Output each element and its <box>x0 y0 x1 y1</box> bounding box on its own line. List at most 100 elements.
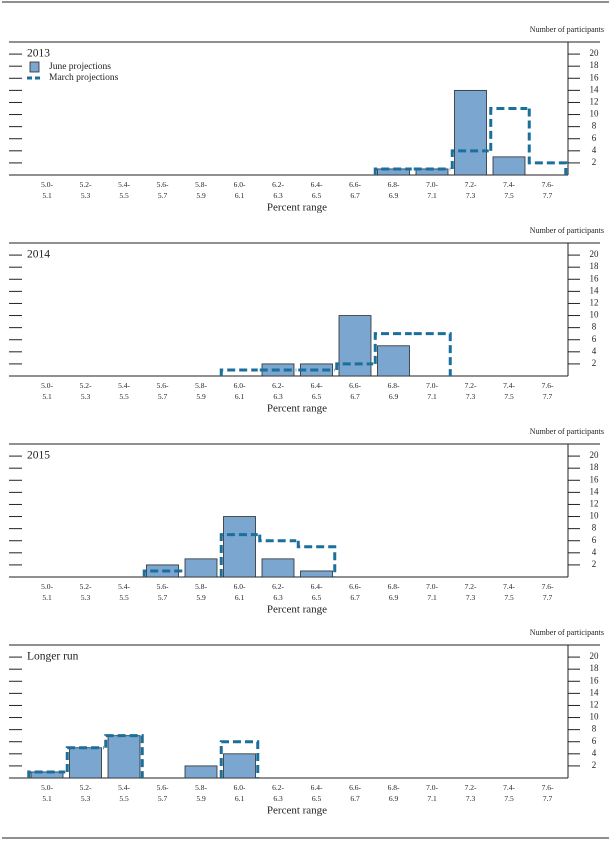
x-tick-label-line: 6.9 <box>389 593 399 602</box>
y-tick-label: 18 <box>590 261 600 271</box>
x-tick-label: 6.4- 6.5 <box>311 582 323 602</box>
x-tick-label-line: 6.0- <box>234 381 246 390</box>
bar <box>107 735 141 779</box>
y-tick-label: 8 <box>592 724 597 734</box>
x-tick-label-line: 6.2- <box>272 582 284 591</box>
bar <box>300 570 333 578</box>
x-tick-label-line: 5.7 <box>158 794 168 803</box>
x-tick-label: 6.6- 6.7 <box>349 783 361 803</box>
x-tick-label-line: 6.2- <box>272 783 284 792</box>
x-axis-label: Percent range <box>267 403 327 415</box>
panel-title: 2013 <box>27 48 50 60</box>
march-outline <box>450 149 489 169</box>
x-tick-label: 5.8- 5.9 <box>195 180 207 200</box>
x-tick-label-line: 6.4- <box>311 381 323 390</box>
x-tick-label: 6.2- 6.3 <box>272 381 284 401</box>
x-tick-label-line: 5.7 <box>158 392 168 401</box>
y-tick-label: 6 <box>592 334 597 344</box>
x-tick-label-line: 7.0- <box>426 180 438 189</box>
x-tick-label: 5.0- 5.1 <box>41 180 53 200</box>
x-tick-label: 6.6- 6.7 <box>349 381 361 401</box>
x-axis-label: Percent range <box>267 604 327 616</box>
x-tick-label-line: 7.4- <box>503 582 515 591</box>
x-tick-label-line: 5.2- <box>80 381 92 390</box>
x-tick-label-line: 5.6- <box>157 180 169 189</box>
x-tick-label-line: 7.3 <box>466 794 476 803</box>
march-outline <box>373 332 412 364</box>
x-axis-label: Percent range <box>267 805 327 817</box>
x-axis-label: Percent range <box>267 202 327 214</box>
x-tick-label-line: 6.3 <box>273 392 283 401</box>
x-tick-label: 6.2- 6.3 <box>272 582 284 602</box>
march-outline <box>373 167 412 175</box>
x-tick-label-line: 6.1 <box>235 794 245 803</box>
x-tick-label: 7.4- 7.5 <box>503 180 515 200</box>
x-tick-label-line: 6.4- <box>311 783 323 792</box>
x-tick-label-line: 6.5 <box>312 392 322 401</box>
x-tick-label: 7.0- 7.1 <box>426 381 438 401</box>
x-tick-label-line: 5.3 <box>81 593 91 602</box>
x-tick-label-line: 6.6- <box>349 180 361 189</box>
march-outline <box>260 742 297 778</box>
x-tick-label: 5.8- 5.9 <box>195 381 207 401</box>
y-tick-label: 6 <box>592 133 597 143</box>
y-tick-label: 6 <box>592 736 597 746</box>
x-tick-label-line: 5.8- <box>195 381 207 390</box>
x-tick-label: 5.4- 5.5 <box>118 180 130 200</box>
x-tick-label: 6.0- 6.1 <box>234 381 246 401</box>
x-tick-label: 7.2- 7.3 <box>465 381 477 401</box>
x-tick-label-line: 7.0- <box>426 381 438 390</box>
x-tick-label-line: 6.6- <box>349 582 361 591</box>
y-tick-label: 20 <box>590 651 600 661</box>
legend-label: June projections <box>49 62 111 72</box>
x-tick-label: 5.2- 5.3 <box>80 582 92 602</box>
x-tick-label-line: 5.4- <box>118 582 130 591</box>
y-tick-label: 10 <box>590 511 600 521</box>
x-tick-label-line: 7.1 <box>427 191 437 200</box>
x-tick-label-line: 5.7 <box>158 191 168 200</box>
x-tick-label: 6.8- 6.9 <box>388 582 400 602</box>
x-tick-label-line: 5.5 <box>119 392 129 401</box>
x-tick-label: 7.6- 7.7 <box>542 582 554 602</box>
x-tick-label-line: 7.5 <box>504 191 514 200</box>
x-tick-label-line: 7.2- <box>465 180 477 189</box>
x-tick-label-line: 6.7 <box>350 593 360 602</box>
x-tick-label-line: 6.3 <box>273 593 283 602</box>
y-tick-label: 8 <box>592 322 597 332</box>
x-tick-label: 5.6- 5.7 <box>157 582 169 602</box>
panel-title: Longer run <box>27 651 79 663</box>
y-tick-label: 20 <box>590 48 600 58</box>
x-tick-label-line: 5.0- <box>41 783 53 792</box>
x-tick-label-line: 5.7 <box>158 593 168 602</box>
x-tick-label-line: 5.8- <box>195 582 207 591</box>
x-tick-label-line: 5.9 <box>196 392 206 401</box>
x-tick-label-line: 7.2- <box>465 582 477 591</box>
x-tick-label: 7.6- 7.7 <box>542 783 554 803</box>
march-outline <box>258 534 297 543</box>
x-tick-label-line: 5.1 <box>42 794 52 803</box>
x-tick-label: 7.2- 7.3 <box>465 783 477 803</box>
x-tick-label: 5.4- 5.5 <box>118 582 130 602</box>
legend-label: March projections <box>49 73 119 83</box>
x-tick-label-line: 6.1 <box>235 392 245 401</box>
x-tick-label: 5.8- 5.9 <box>195 783 207 803</box>
x-tick-label: 5.2- 5.3 <box>80 381 92 401</box>
x-tick-label-line: 7.7 <box>543 392 553 401</box>
x-tick-label-line: 5.3 <box>81 392 91 401</box>
y-tick-label: 16 <box>590 675 600 685</box>
bar <box>184 558 218 578</box>
x-tick-label-line: 7.0- <box>426 783 438 792</box>
bar <box>377 345 410 377</box>
x-tick-label: 7.0- 7.1 <box>426 783 438 803</box>
march-outline <box>296 540 337 577</box>
x-tick-label: 7.2- 7.3 <box>465 180 477 200</box>
x-tick-label: 6.4- 6.5 <box>311 783 323 803</box>
x-tick-label-line: 5.0- <box>41 582 53 591</box>
march-outline <box>219 740 260 778</box>
x-tick-label-line: 6.6- <box>349 381 361 390</box>
legend-swatch <box>29 61 40 73</box>
bar <box>184 765 218 779</box>
x-tick-label-line: 6.1 <box>235 191 245 200</box>
y-axis-label: Number of participants <box>530 226 604 235</box>
